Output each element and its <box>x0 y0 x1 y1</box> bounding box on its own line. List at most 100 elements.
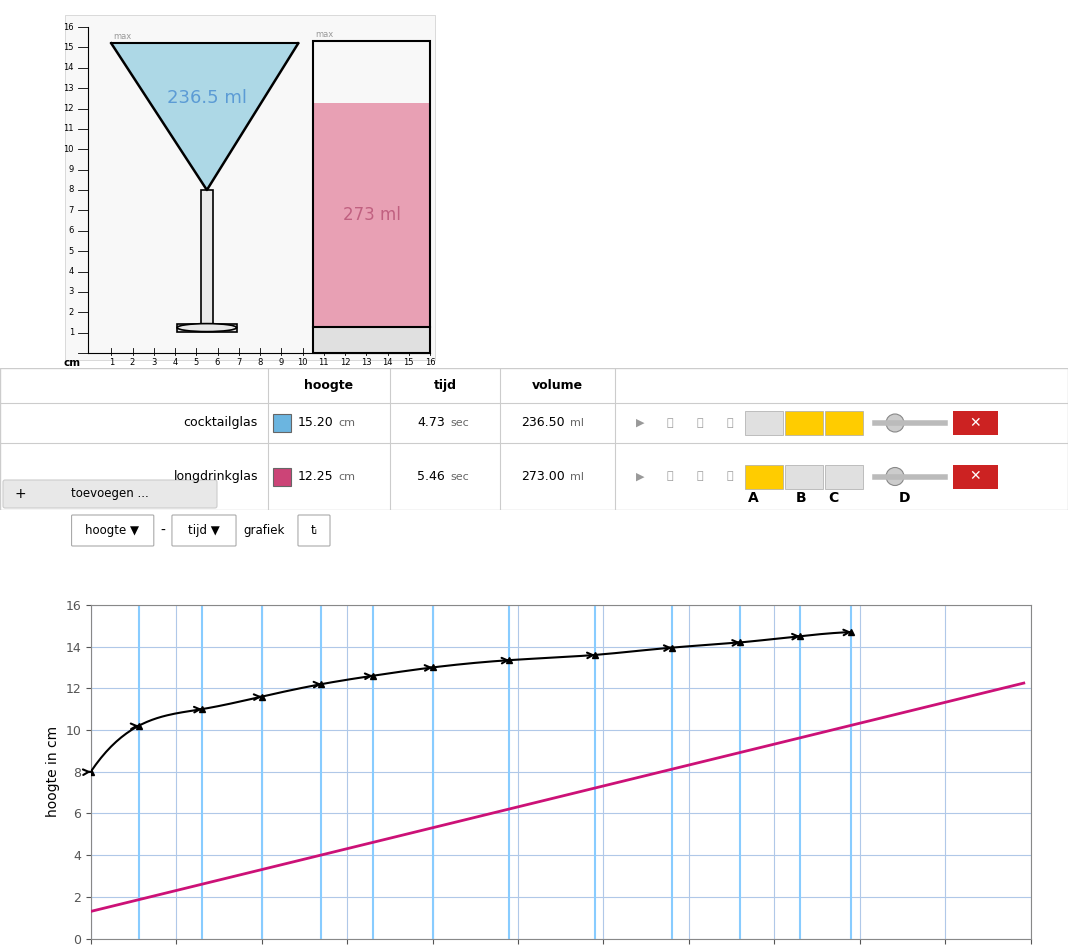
Text: tijd: tijd <box>434 379 456 392</box>
Text: 14: 14 <box>63 64 74 72</box>
Text: 4.73: 4.73 <box>418 416 445 429</box>
Text: 1: 1 <box>109 358 114 367</box>
Text: 2: 2 <box>130 358 136 367</box>
Text: 7: 7 <box>236 358 241 367</box>
Bar <box>745 411 783 435</box>
Bar <box>177 324 237 332</box>
Text: ⏮: ⏮ <box>696 471 704 482</box>
Y-axis label: hoogte in cm: hoogte in cm <box>46 726 60 817</box>
Text: ✕: ✕ <box>969 469 980 483</box>
Bar <box>824 411 863 435</box>
Text: 5: 5 <box>68 246 74 256</box>
Bar <box>273 414 290 432</box>
Ellipse shape <box>886 414 904 432</box>
Text: ml: ml <box>570 418 584 428</box>
Bar <box>745 465 783 488</box>
Bar <box>953 411 998 435</box>
Text: 10: 10 <box>63 145 74 154</box>
Text: tijd ▼: tijd ▼ <box>188 524 220 537</box>
Text: 12: 12 <box>340 358 350 367</box>
Bar <box>201 190 213 324</box>
Bar <box>65 15 435 360</box>
Text: ▶: ▶ <box>635 471 644 482</box>
Text: volume: volume <box>532 379 583 392</box>
Text: 8: 8 <box>68 186 74 194</box>
Text: 5: 5 <box>193 358 199 367</box>
Text: ⏸: ⏸ <box>666 471 673 482</box>
Text: ⏸: ⏸ <box>666 418 673 428</box>
Text: 3: 3 <box>151 358 156 367</box>
Text: B: B <box>796 491 806 505</box>
Text: 8: 8 <box>257 358 263 367</box>
Text: cm: cm <box>337 418 355 428</box>
Text: cocktailglas: cocktailglas <box>184 416 258 429</box>
Text: 2: 2 <box>68 308 74 317</box>
Text: sec: sec <box>450 471 469 482</box>
Text: 14: 14 <box>382 358 393 367</box>
Text: 1: 1 <box>68 328 74 337</box>
Text: sec: sec <box>450 418 469 428</box>
Text: ✕: ✕ <box>969 416 980 430</box>
Text: 13: 13 <box>361 358 372 367</box>
Text: ▶: ▶ <box>635 418 644 428</box>
Text: 6: 6 <box>68 227 74 235</box>
Text: cm: cm <box>63 358 80 368</box>
Text: 15.20: 15.20 <box>297 416 333 429</box>
Text: grafiek: grafiek <box>244 524 285 537</box>
FancyBboxPatch shape <box>172 515 236 546</box>
Bar <box>785 411 823 435</box>
Text: 15: 15 <box>404 358 414 367</box>
Text: 236.50: 236.50 <box>521 416 565 429</box>
Ellipse shape <box>886 467 904 485</box>
Text: tᵢ: tᵢ <box>311 524 317 537</box>
Text: C: C <box>828 491 838 505</box>
Text: 273 ml: 273 ml <box>343 206 400 224</box>
Text: 11: 11 <box>318 358 329 367</box>
Text: 12: 12 <box>63 104 74 113</box>
Text: max: max <box>315 30 333 39</box>
Text: 236.5 ml: 236.5 ml <box>167 89 247 107</box>
Text: hoogte: hoogte <box>304 379 354 392</box>
Text: 16: 16 <box>63 23 74 31</box>
Text: toevoegen ...: toevoegen ... <box>72 487 148 501</box>
Bar <box>953 465 998 488</box>
Text: longdrinkglas: longdrinkglas <box>173 470 258 483</box>
Text: 9: 9 <box>68 165 74 174</box>
Text: cm: cm <box>337 471 355 482</box>
Text: 13: 13 <box>63 83 74 93</box>
Text: 7: 7 <box>68 206 74 215</box>
Text: 5.46: 5.46 <box>418 470 445 483</box>
Text: 16: 16 <box>425 358 436 367</box>
Bar <box>785 465 823 488</box>
Text: 4: 4 <box>68 267 74 276</box>
Text: 12.25: 12.25 <box>297 470 333 483</box>
Ellipse shape <box>177 323 237 332</box>
Text: +: + <box>15 487 27 501</box>
Text: A: A <box>748 491 758 505</box>
Text: 11: 11 <box>63 124 74 134</box>
Bar <box>313 326 430 353</box>
Text: 273.00: 273.00 <box>521 470 565 483</box>
Text: ml: ml <box>570 471 584 482</box>
Bar <box>313 103 430 326</box>
Text: 15: 15 <box>63 43 74 52</box>
Bar <box>313 42 430 353</box>
Text: ⏭: ⏭ <box>726 471 734 482</box>
Bar <box>824 465 863 488</box>
Text: ⏭: ⏭ <box>726 418 734 428</box>
Text: max: max <box>113 32 131 42</box>
Text: 10: 10 <box>297 358 308 367</box>
Text: 6: 6 <box>215 358 220 367</box>
Text: -: - <box>160 523 164 538</box>
Text: 4: 4 <box>172 358 177 367</box>
FancyBboxPatch shape <box>3 480 217 508</box>
Bar <box>273 467 290 485</box>
Text: 9: 9 <box>279 358 284 367</box>
FancyBboxPatch shape <box>298 515 330 546</box>
Polygon shape <box>111 44 298 190</box>
Text: hoogte ▼: hoogte ▼ <box>85 524 139 537</box>
Text: 3: 3 <box>68 287 74 297</box>
Text: ⏮: ⏮ <box>696 418 704 428</box>
FancyBboxPatch shape <box>72 515 154 546</box>
Text: D: D <box>899 491 911 505</box>
